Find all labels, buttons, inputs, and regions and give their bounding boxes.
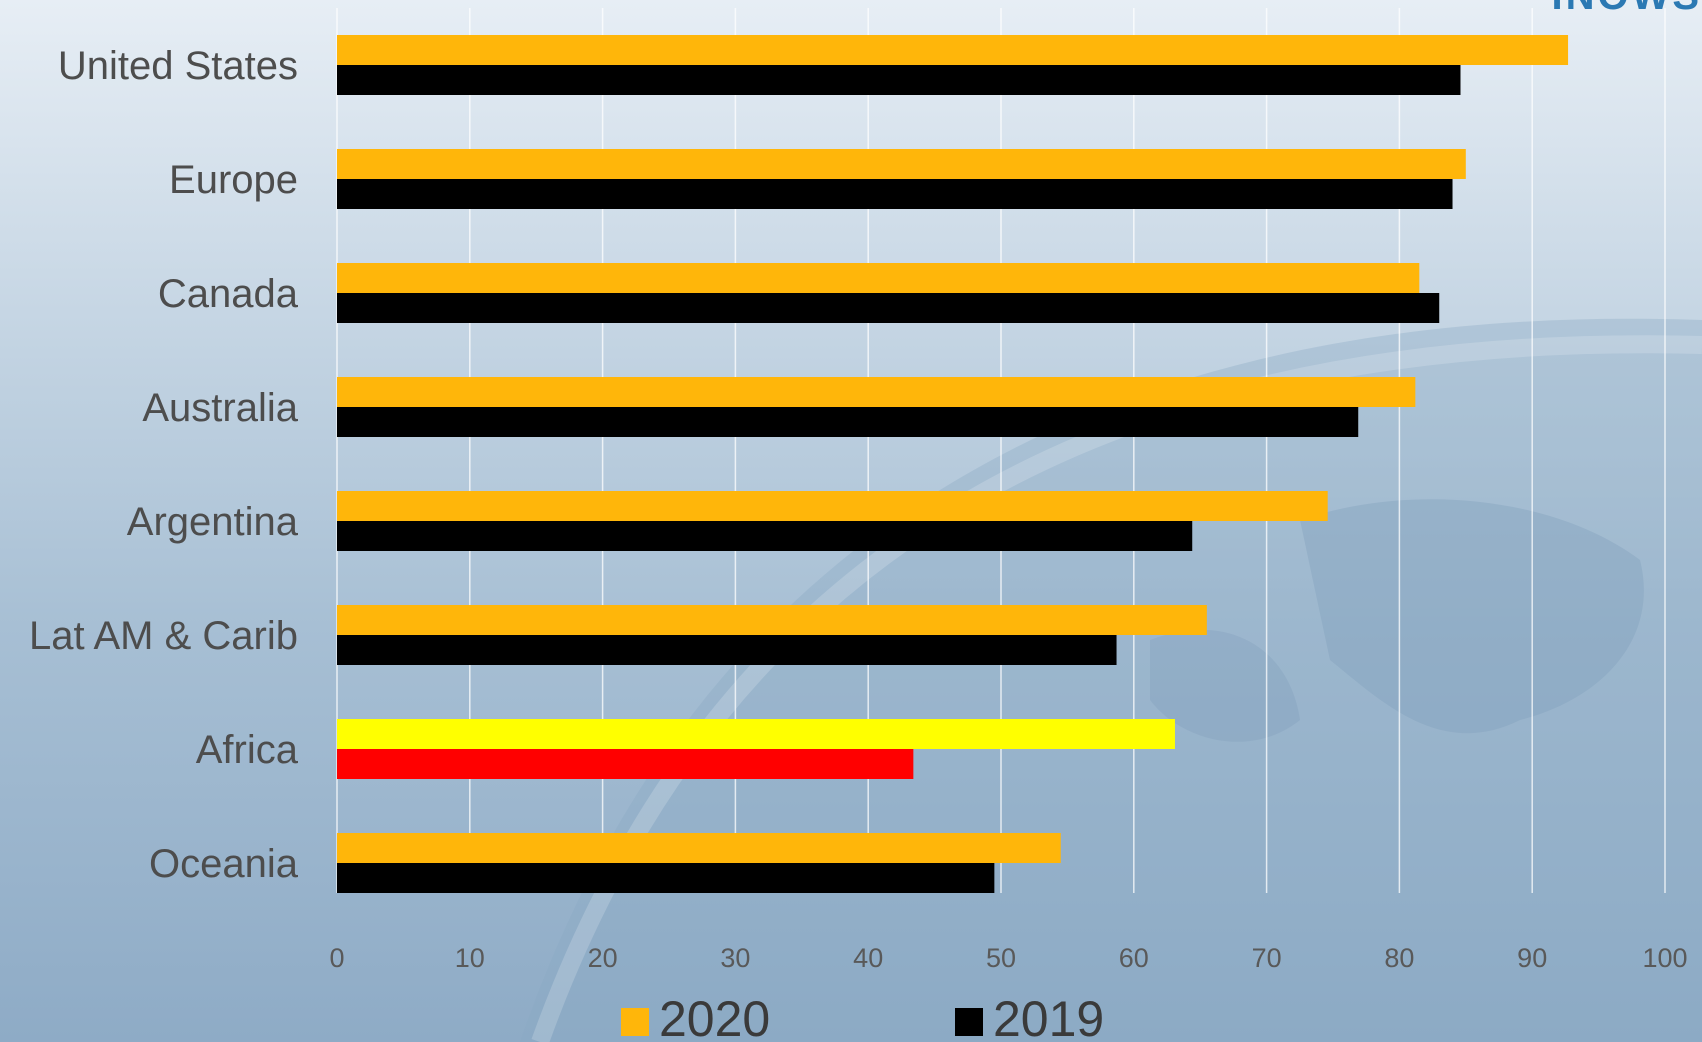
x-tick-label: 80 [1384,943,1414,973]
bar-2019 [337,293,1440,323]
legend-swatch-2019 [955,1008,983,1036]
bar-2019 [337,521,1193,551]
category-label: United States [58,44,298,88]
bar-2019 [337,749,914,779]
legend: 2020 2019 [621,991,1104,1042]
bar-2020 [337,491,1328,521]
x-tick-label: 20 [588,943,618,973]
bar-2020 [337,35,1569,65]
x-tick-label: 60 [1119,943,1149,973]
bar-2019 [337,407,1359,437]
x-tick-label: 70 [1252,943,1282,973]
category-label: Argentina [127,500,299,544]
x-tick-label: 90 [1517,943,1547,973]
bar-2020 [337,263,1420,293]
category-label: Lat AM & Carib [29,614,298,658]
legend-label: 2019 [993,991,1104,1042]
x-tick-label: 10 [455,943,485,973]
bar-2019 [337,635,1117,665]
category-label: Europe [169,158,298,202]
bar-2019 [337,65,1461,95]
bar-2020 [337,149,1466,179]
category-label: Africa [196,728,299,772]
bar-2019 [337,863,995,893]
legend-swatch-2020 [621,1008,649,1036]
category-labels: United States Europe Canada Australia Argent… [29,44,299,886]
x-tick-label: 40 [853,943,883,973]
x-tick-label: 0 [329,943,344,973]
x-tick-label: 50 [986,943,1016,973]
category-label: Canada [158,272,299,316]
bar-2019 [337,179,1453,209]
bar-2020 [337,833,1061,863]
x-axis-tick-labels: 0 10 20 30 40 50 60 70 80 90 100 [329,943,1687,973]
legend-label: 2020 [659,991,770,1042]
category-label: Australia [142,386,298,430]
x-tick-label: 100 [1642,943,1687,973]
category-label: Oceania [149,842,299,886]
bar-2020 [337,377,1416,407]
x-tick-label: 30 [720,943,750,973]
bar-2020 [337,605,1207,635]
corner-logo-text: INOWS [1551,0,1702,19]
bars [337,35,1569,893]
bar-2020 [337,719,1175,749]
